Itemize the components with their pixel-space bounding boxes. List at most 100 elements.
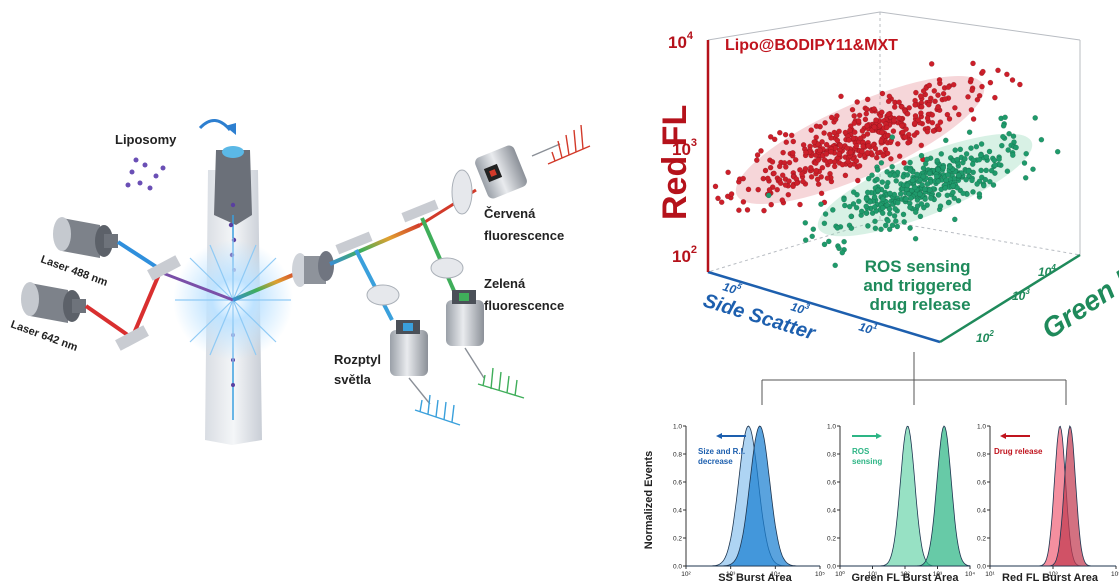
light-scatter-label: Rozptyl světla [334,352,385,387]
event-point [836,245,842,252]
y-tick-label: 1.0 [673,424,682,431]
event-point [889,134,896,140]
event-point [844,145,850,151]
x-tick-label: 10⁴ [965,571,975,578]
event-point [887,190,893,197]
event-point [818,201,824,207]
z-tick-3: 102 [672,244,697,266]
event-point [922,160,929,167]
event-point [766,187,773,193]
event-point [864,96,871,103]
event-point [848,225,855,231]
event-point [928,95,934,102]
event-point [917,213,924,220]
event-point [864,131,871,137]
event-point [869,172,875,178]
y-tick-label: 1.0 [827,424,836,431]
histogram-annotation: decrease [698,457,733,466]
event-point [769,159,776,165]
event-point [765,192,772,199]
y-tick-label: 0.8 [977,452,986,459]
event-point [803,149,809,156]
event-point [992,94,998,101]
x-tick-label: 10² [900,571,910,578]
y-tick-label: 0.0 [673,564,682,571]
event-point [873,117,879,123]
event-point [822,211,829,217]
event-point [828,114,835,121]
event-point [885,217,891,224]
event-point [817,147,823,154]
event-point [831,163,838,170]
event-point [926,187,933,193]
event-point [878,159,885,166]
y-tick-label: 0.2 [673,536,682,543]
event-point [1009,77,1016,83]
event-point [879,210,886,216]
event-point [954,156,961,163]
histogram-annotation: Size and R.I. [698,447,745,456]
event-point [891,213,898,219]
event-point [942,185,949,191]
event-point [919,182,926,188]
event-point [884,150,891,157]
event-point [814,176,821,183]
event-point [1010,152,1016,158]
event-point [834,225,841,231]
event-point [837,142,844,149]
z-axis-title: Red FL [656,105,694,220]
event-point [849,106,856,113]
event-point [783,164,789,170]
event-point [740,199,747,205]
event-point [922,196,928,202]
collection-lens [292,251,334,287]
event-point [976,191,983,197]
event-point [857,135,864,142]
y-tick-label: 0.0 [977,564,986,571]
event-point [808,173,815,180]
event-point [858,208,865,215]
y-tick-label: 0.8 [827,452,836,459]
event-point [978,141,985,147]
event-point [874,150,881,156]
event-point [725,169,731,176]
event-point [819,138,825,145]
event-point [913,89,919,96]
green-lens [430,257,464,279]
event-point [935,92,941,98]
event-point [928,195,934,201]
event-point [904,172,911,178]
event-point [736,207,742,213]
event-point [1000,123,1007,129]
x-tick-label: 10³ [933,571,943,578]
event-point [823,151,830,157]
event-point [895,140,901,147]
event-point [983,167,990,174]
event-point [906,105,913,111]
event-point [982,176,989,183]
emitted-beam [232,270,301,302]
event-point [839,249,846,256]
event-point [996,156,1002,162]
event-point [813,167,820,174]
event-point [926,101,932,108]
laser-488-label: Laser 488 nm [39,254,109,289]
event-point [808,164,814,171]
event-point [767,164,774,171]
event-point [880,196,886,202]
event-point [886,206,893,212]
event-point [824,175,831,181]
y-tick-label: 0.8 [673,452,682,459]
event-point [918,142,925,149]
event-point [1013,144,1019,151]
event-point [907,225,913,231]
event-point [879,90,886,97]
event-point [891,117,897,124]
event-point [937,119,944,125]
event-point [842,172,849,179]
y-tick-label: 0.0 [827,564,836,571]
event-point [855,118,862,124]
event-point [970,116,977,122]
event-point [863,203,870,210]
